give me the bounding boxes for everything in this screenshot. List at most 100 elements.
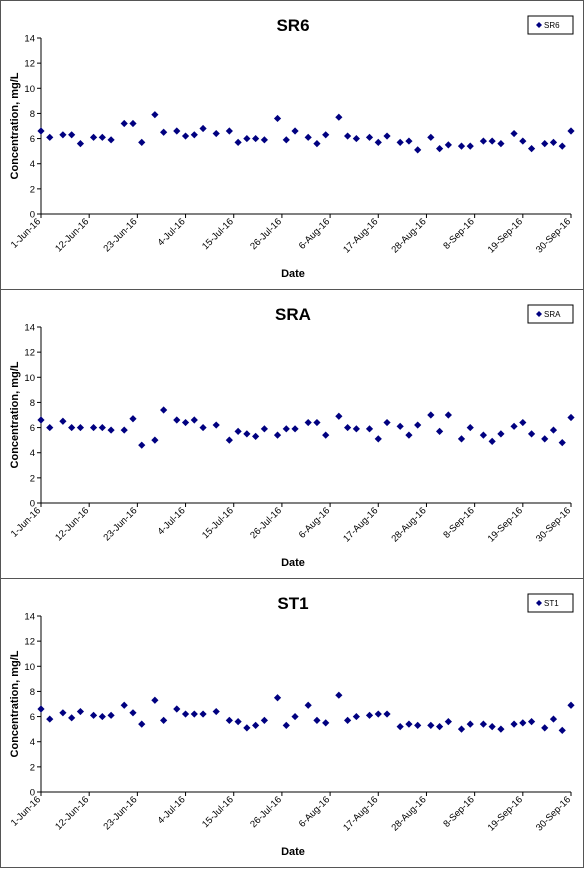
x-tick-label: 17-Aug-16 [341,794,380,833]
data-point [549,715,558,723]
data-point [510,720,518,728]
data-point [46,133,54,141]
y-tick-label: 10 [24,373,35,384]
chart-title: ST1 [277,594,308,613]
data-point [89,133,98,141]
data-point [396,138,404,146]
y-tick-label: 12 [24,348,35,359]
data-point [129,709,137,717]
y-tick-label: 14 [24,612,35,623]
data-point [190,710,198,718]
chart-panel-st1: ST1 0 2 4 6 8 10 12 14 1-Jun-16 12-Jun-16 23-Jun-16… [0,578,584,868]
y-tick-label: 2 [30,762,35,773]
data-point [414,146,422,154]
data-point [488,137,496,145]
data-point [457,725,466,733]
data-point [151,696,159,704]
data-point [59,417,67,425]
data-point [181,132,190,140]
data-point [173,127,181,135]
data-point [322,131,330,139]
data-point [243,430,251,438]
data-point [352,134,360,143]
data-point [138,720,146,728]
data-point [107,711,115,719]
x-tick-label: 19-Sep-16 [486,216,525,255]
x-tick-label: 4-Jul-16 [156,216,188,248]
data-point [549,426,558,434]
data-point [541,724,549,732]
data-point [252,721,260,729]
data-point [160,128,168,136]
y-axis-label: Concentration, mg/L [9,72,21,179]
data-point [549,138,558,146]
x-tick-label: 6-Aug-16 [297,794,332,829]
data-point [107,136,115,144]
y-tick-label: 12 [24,59,35,70]
data-point [519,719,527,727]
data-point [59,709,67,717]
x-axis-label: Date [281,557,305,569]
data-point [260,425,268,433]
x-tick-label: 8-Sep-16 [441,505,476,540]
legend: SRA [527,304,574,324]
data-point [444,411,452,419]
y-tick-label: 12 [24,637,35,648]
data-point [273,431,282,439]
data-point [497,140,505,148]
data-point [252,432,260,440]
data-point [344,423,352,432]
data-point [457,435,466,443]
data-point [120,426,128,434]
y-tick-label: 6 [30,712,35,723]
data-point [160,716,168,724]
y-tick-label: 4 [30,737,35,748]
x-tick-label: 26-Jul-16 [248,505,284,541]
x-tick-label: 1-Jun-16 [9,216,43,250]
data-point [527,430,536,438]
data-point [199,710,207,718]
legend-marker [536,311,542,317]
y-tick-label: 2 [30,473,35,484]
y-tick-label: 10 [24,662,35,673]
x-axis-label: Date [281,846,305,858]
data-point [479,137,487,145]
data-point [273,114,282,123]
data-point [129,119,137,128]
data-point [282,136,290,144]
x-axis-label: Date [281,268,305,280]
y-tick-label: 0 [30,788,35,799]
y-axis-label: Concentration, mg/L [9,650,21,757]
x-tick-label: 15-Jul-16 [200,216,236,252]
data-point [234,718,242,726]
data-point [479,720,487,728]
y-tick-label: 0 [30,499,35,510]
data-point [37,705,45,713]
chart-title: SRA [275,305,311,324]
data-point [212,707,220,716]
data-point [46,423,54,432]
chart-st1: ST1 0 2 4 6 8 10 12 14 1-Jun-16 12-Jun-16 23-Jun-16… [9,593,575,858]
data-point [466,423,474,432]
y-tick-label: 14 [24,34,35,45]
data-point [365,133,374,141]
data-point [444,141,452,149]
x-tick-label: 28-Aug-16 [389,216,428,255]
x-tick-label: 19-Sep-16 [486,505,525,544]
data-point [243,724,251,732]
data-point [435,145,444,153]
data-point [234,427,242,435]
data-point [414,721,422,729]
data-point [365,711,374,719]
y-tick-label: 8 [30,398,35,409]
x-tick-label: 1-Jun-16 [9,505,43,539]
data-point [260,136,268,144]
data-point [567,413,575,422]
data-point [497,725,505,733]
data-point [98,423,106,432]
legend-label: SRA [544,310,561,319]
data-point [427,721,435,729]
data-point [374,138,382,146]
y-tick-label: 6 [30,134,35,145]
y-tick-label: 0 [30,210,35,221]
